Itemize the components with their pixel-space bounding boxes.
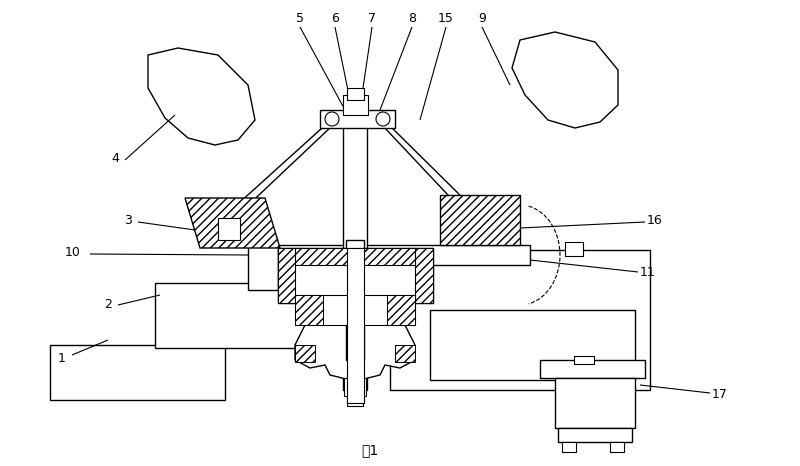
Bar <box>408 248 433 303</box>
Text: 图1: 图1 <box>362 443 378 457</box>
Bar <box>555 378 635 428</box>
Bar <box>347 396 363 406</box>
Bar <box>565 242 583 256</box>
Bar <box>574 356 594 364</box>
Polygon shape <box>295 345 315 362</box>
Text: 16: 16 <box>647 213 663 226</box>
Text: 9: 9 <box>478 12 486 25</box>
Bar <box>343 120 367 390</box>
Text: 8: 8 <box>408 12 416 25</box>
Bar <box>343 95 368 115</box>
Polygon shape <box>512 32 618 128</box>
Text: 17: 17 <box>712 389 728 402</box>
Bar <box>558 428 632 442</box>
Circle shape <box>376 112 390 126</box>
Bar <box>155 283 310 348</box>
Bar <box>250 245 530 265</box>
Text: 7: 7 <box>368 12 376 25</box>
Bar <box>295 295 323 325</box>
Polygon shape <box>185 198 280 248</box>
Bar <box>295 265 415 303</box>
Bar <box>320 110 395 128</box>
Text: 15: 15 <box>438 12 454 25</box>
Circle shape <box>325 112 339 126</box>
Text: 11: 11 <box>640 266 656 279</box>
Text: 6: 6 <box>331 12 339 25</box>
Bar <box>387 295 415 325</box>
Bar <box>347 88 364 100</box>
Bar <box>218 218 240 240</box>
Bar <box>50 345 225 400</box>
Bar <box>344 378 366 396</box>
Bar <box>248 245 278 290</box>
Polygon shape <box>295 325 415 380</box>
Polygon shape <box>440 195 520 245</box>
Bar <box>278 248 433 303</box>
Bar <box>346 240 364 360</box>
Bar <box>390 250 650 390</box>
Bar <box>430 310 635 380</box>
Text: 4: 4 <box>111 151 119 164</box>
Bar <box>540 360 645 378</box>
Bar <box>278 248 303 303</box>
Polygon shape <box>148 48 255 145</box>
Bar <box>562 442 576 452</box>
Text: 10: 10 <box>65 246 81 259</box>
Text: 5: 5 <box>296 12 304 25</box>
Text: 3: 3 <box>124 213 132 226</box>
Text: 2: 2 <box>104 299 112 311</box>
Bar <box>295 295 415 325</box>
Bar <box>610 442 624 452</box>
Bar <box>295 248 415 266</box>
Polygon shape <box>395 345 415 362</box>
Bar <box>347 248 364 403</box>
Text: 1: 1 <box>58 351 66 364</box>
